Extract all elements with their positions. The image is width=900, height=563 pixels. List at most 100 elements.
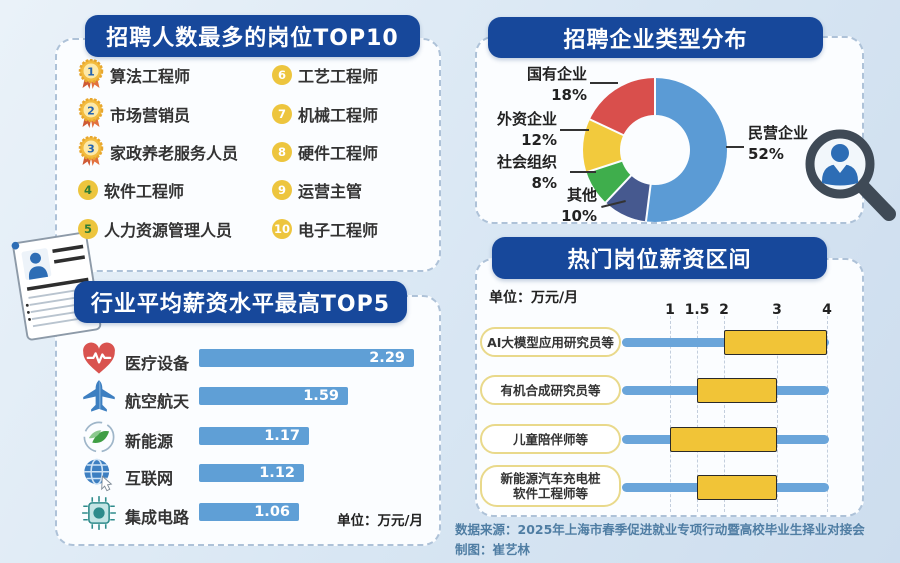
job-label: 家政养老服务人员: [110, 143, 239, 163]
panel-salary-top5: 医疗设备 航空航天 新能源 互联网 集成电路 2.29 1.59 1.17 1.…: [55, 295, 441, 546]
list-item: 4 软件工程师: [78, 171, 272, 209]
pie-label-state-owned: 国有企业 18%: [495, 64, 587, 106]
pie-label-name: 其他: [566, 186, 597, 204]
job-label: 人力资源管理人员: [104, 220, 233, 240]
pie-connector-line: [570, 171, 596, 173]
company-type-donut: [583, 78, 727, 222]
salary-range-title-text: 热门岗位薪资区间: [567, 248, 752, 273]
pie-label-name: 国有企业: [526, 65, 587, 83]
svg-text:3: 3: [87, 142, 95, 155]
svg-text:1: 1: [87, 66, 95, 79]
panel-salary-range: 单位：万元/月 AI大模型应用研究员等 有机合成研究员等 儿童陪伴师等 新能源汽…: [475, 258, 864, 517]
resume-icon: [11, 231, 102, 341]
pie-label-private: 民营企业 52%: [748, 123, 843, 165]
list-item: 6 工艺工程师: [272, 56, 430, 94]
job-range-pill: 儿童陪伴师等: [480, 424, 621, 454]
list-item: 1 算法工程师: [78, 56, 272, 94]
job-label: 算法工程师: [110, 67, 191, 87]
bar-value: 1.17: [264, 428, 300, 444]
industry-label: 集成电路: [125, 508, 190, 527]
donut-slice-separator: [654, 78, 656, 150]
list-item: 3 家政养老服务人员: [78, 133, 272, 171]
axis-tick-label: 3: [772, 302, 782, 318]
job-label: 工艺工程师: [298, 67, 379, 87]
list-item: 2 市场营销员: [78, 94, 272, 132]
pie-label-name: 外资企业: [496, 110, 557, 128]
salary-range-panel-title: 热门岗位薪资区间: [492, 237, 827, 279]
list-item: 7 机械工程师: [272, 94, 430, 132]
pie-label-social-org: 社会组织 8%: [465, 152, 557, 194]
list-item: 10 电子工程师: [272, 210, 430, 248]
axis-gridline: [697, 316, 698, 512]
pie-label-other: 其他 10%: [510, 185, 597, 227]
range-box: [697, 475, 777, 500]
job-range-pill: AI大模型应用研究员等: [480, 327, 621, 357]
job-label: 硬件工程师: [298, 143, 379, 163]
industry-label: 互联网: [125, 469, 174, 488]
heart-ecg-icon: [83, 342, 115, 374]
rank-badge: 9: [272, 180, 292, 201]
pie-label-name: 社会组织: [496, 153, 557, 171]
rank-badge: 10: [272, 218, 292, 239]
pie-label-pct: 8%: [531, 174, 557, 192]
pie-label-pct: 10%: [561, 207, 597, 225]
pie-label-pct: 12%: [521, 131, 557, 149]
pie-label-name: 民营企业: [748, 124, 809, 142]
medal-icon: 3: [78, 135, 104, 166]
job-range-pill: 新能源汽车充电桩 软件工程师等: [480, 465, 621, 507]
axis-gridline: [777, 316, 778, 512]
axis-gridline: [724, 316, 725, 512]
list-item: 5 人力资源管理人员: [78, 210, 272, 248]
magnifier-person-icon: [805, 129, 896, 221]
axis-tick-label: 2: [719, 302, 729, 318]
bar-value: 1.06: [254, 504, 290, 520]
leaf-icon: [83, 421, 115, 453]
pie-label-foreign: 外资企业 12%: [465, 109, 557, 151]
industry-label: 新能源: [125, 432, 174, 451]
job-label: 市场营销员: [110, 105, 191, 125]
pie-connector-line: [590, 82, 618, 84]
top10-title-text: 招聘人数最多的岗位TOP10: [106, 26, 399, 51]
rank-badge: 5: [78, 218, 98, 239]
job-label: 电子工程师: [298, 220, 379, 240]
job-label: 运营主管: [298, 182, 363, 202]
rank-badge: 4: [78, 180, 98, 201]
bar-value: 2.29: [369, 350, 405, 366]
data-source-text: 数据来源：2025年上海市春季促进就业专项行动暨高校毕业生择业对接会: [455, 522, 865, 537]
unit-label: 单位：万元/月: [489, 290, 579, 306]
medal-icon: 2: [78, 97, 104, 128]
list-item: 9 运营主管: [272, 171, 430, 209]
job-label: 软件工程师: [104, 182, 185, 202]
medal-icon: 1: [78, 59, 104, 90]
axis-gridline: [670, 316, 671, 512]
range-box: [670, 427, 777, 452]
airplane-icon: [83, 380, 115, 412]
salary-bar: 1.59: [199, 387, 348, 405]
author-text: 制图：崔艺林: [455, 542, 531, 557]
pie-connector-line: [560, 129, 589, 131]
range-box: [724, 330, 827, 355]
salary-bar: 1.12: [199, 464, 304, 482]
donut-hole: [620, 115, 690, 185]
rank-badge: 8: [272, 141, 292, 162]
top10-list: 1 算法工程师 2 市场营销员 3 家政养老服务人员 4 软件工程师: [78, 56, 430, 248]
pie-connector-line: [726, 146, 744, 148]
company-type-panel-title: 招聘企业类型分布: [488, 17, 823, 58]
salary-top5-panel-title: 行业平均薪资水平最高TOP5: [74, 281, 407, 323]
rank-badge: 7: [272, 103, 292, 124]
globe-cursor-icon: [84, 458, 113, 492]
salary-top5-title-text: 行业平均薪资水平最高TOP5: [90, 292, 391, 317]
salary-bar: 1.17: [199, 427, 309, 445]
top10-panel-title: 招聘人数最多的岗位TOP10: [85, 15, 420, 57]
axis-tick-label: 1.5: [684, 302, 710, 318]
company-type-title-text: 招聘企业类型分布: [563, 27, 748, 53]
salary-bar: 1.06: [199, 503, 299, 521]
rank-badge: 6: [272, 65, 292, 86]
list-item: 8 硬件工程师: [272, 133, 430, 171]
industry-label: 医疗设备: [125, 354, 190, 373]
chip-icon: [82, 496, 116, 530]
job-range-pill: 有机合成研究员等: [480, 375, 621, 405]
axis-gridline: [827, 316, 828, 512]
job-label: 机械工程师: [298, 105, 379, 125]
